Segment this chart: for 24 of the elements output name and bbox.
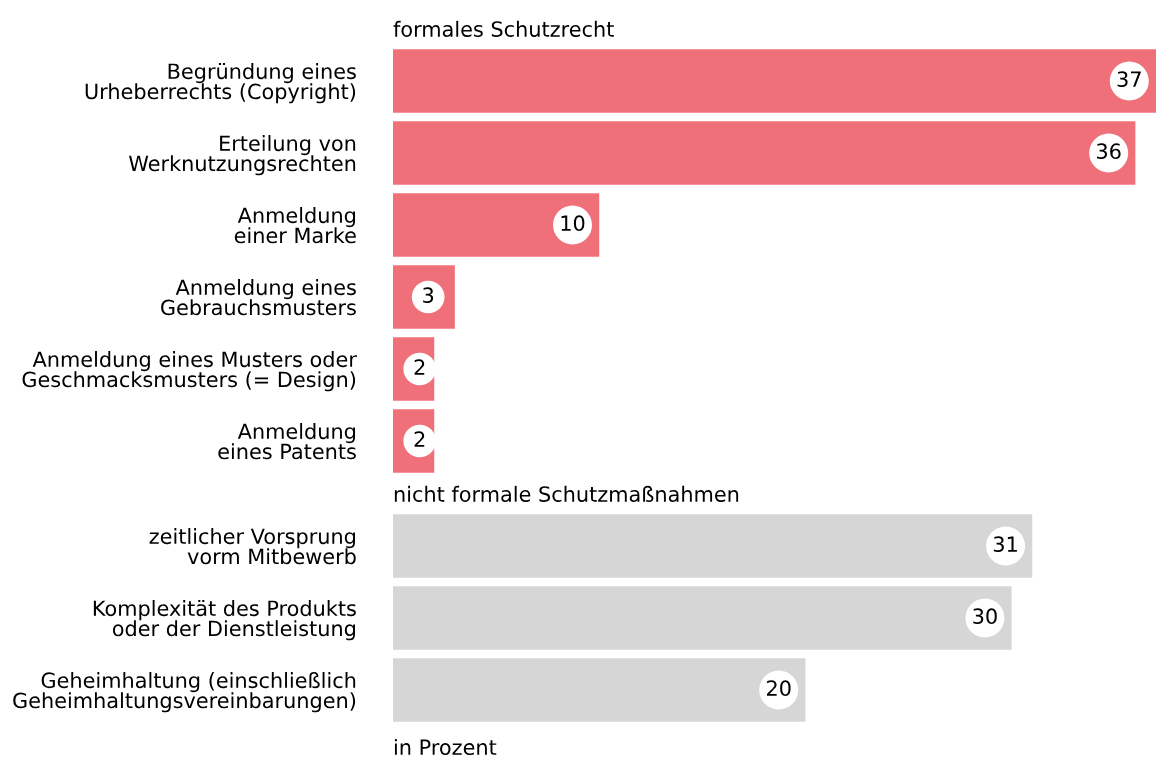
chart-title: formales Schutzrecht [393, 20, 614, 37]
bar [393, 121, 1136, 185]
data-label: 2 [414, 359, 425, 375]
bar [393, 193, 600, 257]
y-tick-label: Anmeldung eines Gebrauchsmusters [161, 279, 356, 316]
chart-title: nicht formale Schutzmaßnahmen [394, 485, 739, 502]
data-label: 2 [414, 431, 425, 447]
data-label: 3 [423, 287, 434, 304]
bar [393, 49, 1156, 113]
y-tick-label: Anmeldung eines Patents [218, 423, 356, 460]
y-tick-label: Anmeldung einer Marke [234, 207, 356, 244]
data-label: 37 [1117, 71, 1141, 88]
y-tick-label: Geheimhaltung (einschließlich Geheimhaltungsvereinbarungen) [13, 672, 356, 713]
y-tick-label: Komplexität des Produkts oder der Dienstleistung [93, 600, 356, 641]
data-label: 30 [973, 608, 997, 625]
y-tick-label: Begründung eines Urheberrechts (Copyright) [85, 63, 356, 104]
y-tick-label: zeitlicher Vorsprung vorm Mitbewerb [149, 528, 356, 565]
data-label: 20 [767, 680, 791, 697]
y-tick-label: Erteilung von Werknutzungsrechten [129, 135, 356, 176]
text: in Prozent [394, 738, 497, 756]
y-tick-label: Anmeldung eines Musters oder Geschmacksmusters (= Design) [22, 351, 357, 392]
data-label: 36 [1097, 143, 1121, 160]
data-label: 10 [561, 215, 585, 232]
data-label: 31 [993, 536, 1017, 553]
